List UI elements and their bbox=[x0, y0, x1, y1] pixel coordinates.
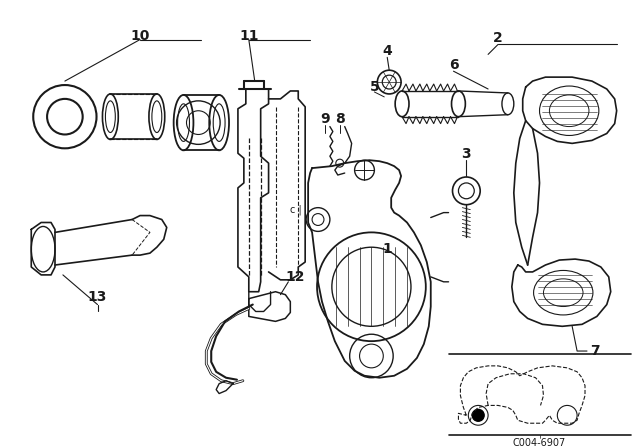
Text: 9: 9 bbox=[320, 112, 330, 125]
Text: 4: 4 bbox=[382, 44, 392, 58]
Text: 11: 11 bbox=[239, 29, 259, 43]
Text: 12: 12 bbox=[285, 270, 305, 284]
Text: 10: 10 bbox=[131, 29, 150, 43]
Text: C004-6907: C004-6907 bbox=[513, 438, 566, 448]
Text: 7: 7 bbox=[590, 344, 600, 358]
Text: 13: 13 bbox=[88, 290, 107, 304]
Text: 3: 3 bbox=[461, 147, 471, 161]
Text: 6: 6 bbox=[449, 58, 458, 72]
Ellipse shape bbox=[209, 95, 229, 150]
Ellipse shape bbox=[173, 95, 193, 150]
Text: 5: 5 bbox=[369, 80, 380, 94]
Text: 8: 8 bbox=[335, 112, 345, 125]
Ellipse shape bbox=[102, 94, 118, 139]
Text: 2: 2 bbox=[493, 30, 503, 44]
Circle shape bbox=[472, 409, 484, 421]
Text: 1: 1 bbox=[382, 242, 392, 256]
Text: c |: c | bbox=[291, 204, 302, 215]
Ellipse shape bbox=[149, 94, 164, 139]
